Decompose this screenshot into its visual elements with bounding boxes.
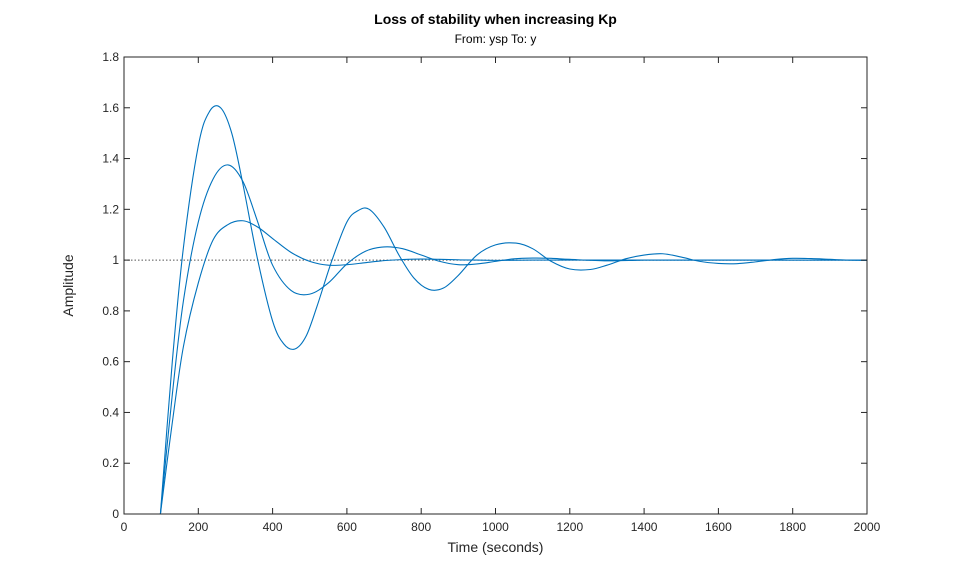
y-tick-label: 1.2: [102, 202, 119, 216]
y-tick-label: 1.8: [102, 50, 119, 64]
chart-subtitle: From: ysp To: y: [455, 32, 537, 46]
y-tick-label: 0: [112, 507, 119, 521]
x-tick-label: 0: [121, 520, 128, 534]
x-tick-label: 200: [188, 520, 208, 534]
x-tick-label: 600: [337, 520, 357, 534]
y-tick-label: 1.4: [102, 152, 119, 166]
y-axis: 0 0.2 0.4 0.6 0.8 1 1.2 1.4 1.6 1.8: [102, 50, 867, 521]
series-line-2: [124, 164, 867, 514]
x-tick-label: 800: [411, 520, 431, 534]
x-axis: 0 200 400 600 800 1000 1200 1400 1600 1800 2000: [121, 57, 881, 534]
y-tick-label: 1: [112, 253, 119, 267]
y-axis-label: Amplitude: [60, 254, 76, 316]
series-layer: [124, 105, 867, 514]
x-tick-label: 1400: [631, 520, 658, 534]
x-axis-label: Time (seconds): [448, 539, 544, 555]
x-tick-label: 1600: [705, 520, 732, 534]
y-tick-label: 0.6: [102, 355, 119, 369]
y-tick-label: 1.6: [102, 101, 119, 115]
chart-title: Loss of stability when increasing Kp: [374, 11, 617, 27]
plot-area: [124, 57, 867, 514]
y-tick-label: 0.4: [102, 405, 119, 419]
y-tick-label: 0.8: [102, 304, 119, 318]
y-tick-label: 0.2: [102, 456, 119, 470]
series-line-3: [124, 105, 867, 514]
x-tick-label: 400: [263, 520, 283, 534]
x-tick-label: 2000: [854, 520, 881, 534]
x-tick-label: 1000: [482, 520, 509, 534]
x-tick-label: 1800: [779, 520, 806, 534]
x-tick-label: 1200: [556, 520, 583, 534]
